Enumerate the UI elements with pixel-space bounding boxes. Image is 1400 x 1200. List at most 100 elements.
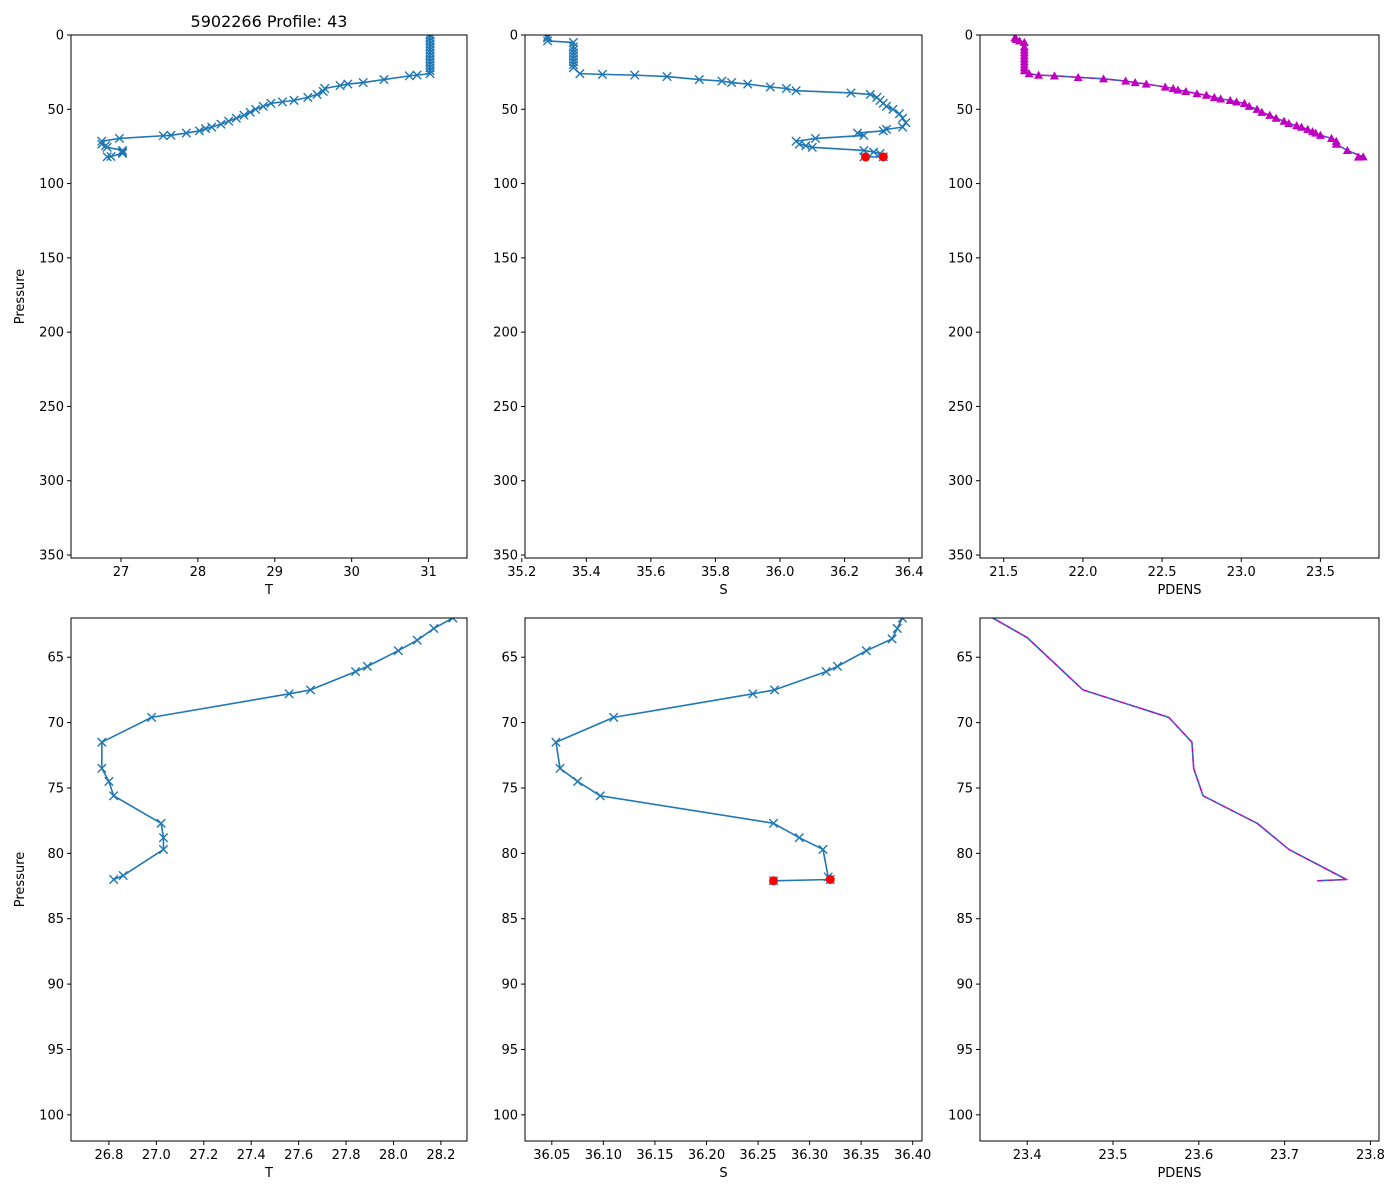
x-tick-label: 27.6 [284,1148,313,1163]
data-point [810,133,821,144]
x-tick-label: 22.0 [1068,565,1097,580]
plot-area [542,35,911,162]
data-point [104,776,114,787]
data-point [1239,98,1249,107]
x-tick-label: 23.5 [1306,565,1335,580]
data-point [595,791,605,801]
flag-point [861,152,871,162]
data-point [250,104,261,114]
data-point [1265,110,1275,119]
data-point [597,69,608,80]
data-point [166,130,176,140]
x-tick-label: 36.15 [636,1148,673,1163]
data-point [350,666,361,677]
x-tick-label: 27.4 [237,1148,266,1163]
y-tick-label: 200 [948,326,973,341]
x-tick-label: 36.05 [533,1148,570,1163]
x-tick-label: 23.0 [1227,565,1256,580]
data-point [1303,124,1313,133]
data-point [158,832,169,843]
axes-frame [979,617,1380,1142]
data-point [1296,122,1306,131]
data-point [158,844,169,855]
series-line [101,618,454,881]
data-point [102,152,112,162]
data-point [765,82,775,92]
x-tick-label: 35.8 [701,565,730,580]
data-point [897,618,908,623]
data-point [901,117,911,128]
axes-frame [524,34,923,559]
y-tick-label: 50 [501,103,518,118]
data-point [894,109,905,119]
data-point [1271,113,1281,122]
y-tick-label: 0 [56,29,64,44]
data-point [343,79,353,89]
data-point [320,83,330,94]
axes-frame [524,617,923,1142]
x-tick-label: 36.20 [688,1148,725,1163]
x-tick-label: 23.7 [1270,1148,1299,1163]
data-point [1327,133,1336,143]
x-tick-label: 21.5 [989,565,1018,580]
data-point [1024,69,1034,78]
data-point [1232,97,1241,106]
y-tick-label: 65 [47,651,64,666]
data-point [1160,82,1170,91]
x-tick-label: 36.25 [739,1148,776,1163]
x-tick-label: 27.2 [189,1148,218,1163]
y-tick-label: 90 [501,978,518,993]
data-point [821,666,831,677]
x-axis-label: S [719,1166,727,1181]
x-tick-label: 28 [190,565,207,580]
data-point [102,142,112,153]
x-tick-label: 36.10 [585,1148,622,1163]
data-point [881,101,892,112]
y-tick-label: 75 [47,781,64,796]
data-point [118,870,128,881]
y-tick-label: 0 [965,29,973,44]
x-tick-label: 36.30 [791,1148,828,1163]
data-point [861,645,872,656]
panel-s_zoom: 36.05 36.10 36.15 36.20 36.25 36.30 36.35 36.40… [493,617,931,1181]
y-tick-label: 350 [39,549,64,564]
x-tick-label: 29 [266,565,283,580]
data-point [245,107,255,117]
data-point [1181,86,1191,96]
x-tick-label: 27 [113,565,130,580]
data-point [194,126,205,136]
y-tick-label: 250 [39,400,64,415]
y-tick-label: 150 [948,251,973,266]
data-point [1216,94,1226,103]
y-axis-label: Pressure [13,852,28,908]
y-tick-label: 95 [956,1043,973,1058]
x-tick-label: 26.8 [94,1148,123,1163]
data-point [542,35,553,42]
data-point [791,86,801,96]
x-tick-label: 23.6 [1184,1148,1213,1163]
data-point [743,79,753,89]
data-point [284,689,294,699]
y-tick-label: 70 [501,716,518,731]
data-point [412,635,422,645]
series-line [555,618,904,882]
x-tick-label: 27.0 [142,1148,171,1163]
data-point [717,76,727,86]
data-point [231,113,242,123]
plot-area [551,618,908,886]
y-tick-label: 50 [956,103,973,118]
data-point [425,65,435,76]
x-axis-label: PDENS [1157,1166,1201,1181]
data-point [114,133,125,144]
x-tick-label: 23.5 [1099,1148,1128,1163]
data-point [694,74,704,85]
data-point [223,116,234,126]
data-point [108,874,119,885]
y-tick-label: 70 [47,716,64,731]
y-tick-label: 250 [948,400,973,415]
data-point [726,77,737,88]
data-point [818,844,828,855]
y-tick-label: 95 [501,1043,518,1058]
data-point [239,110,249,120]
series-line [992,618,1348,882]
